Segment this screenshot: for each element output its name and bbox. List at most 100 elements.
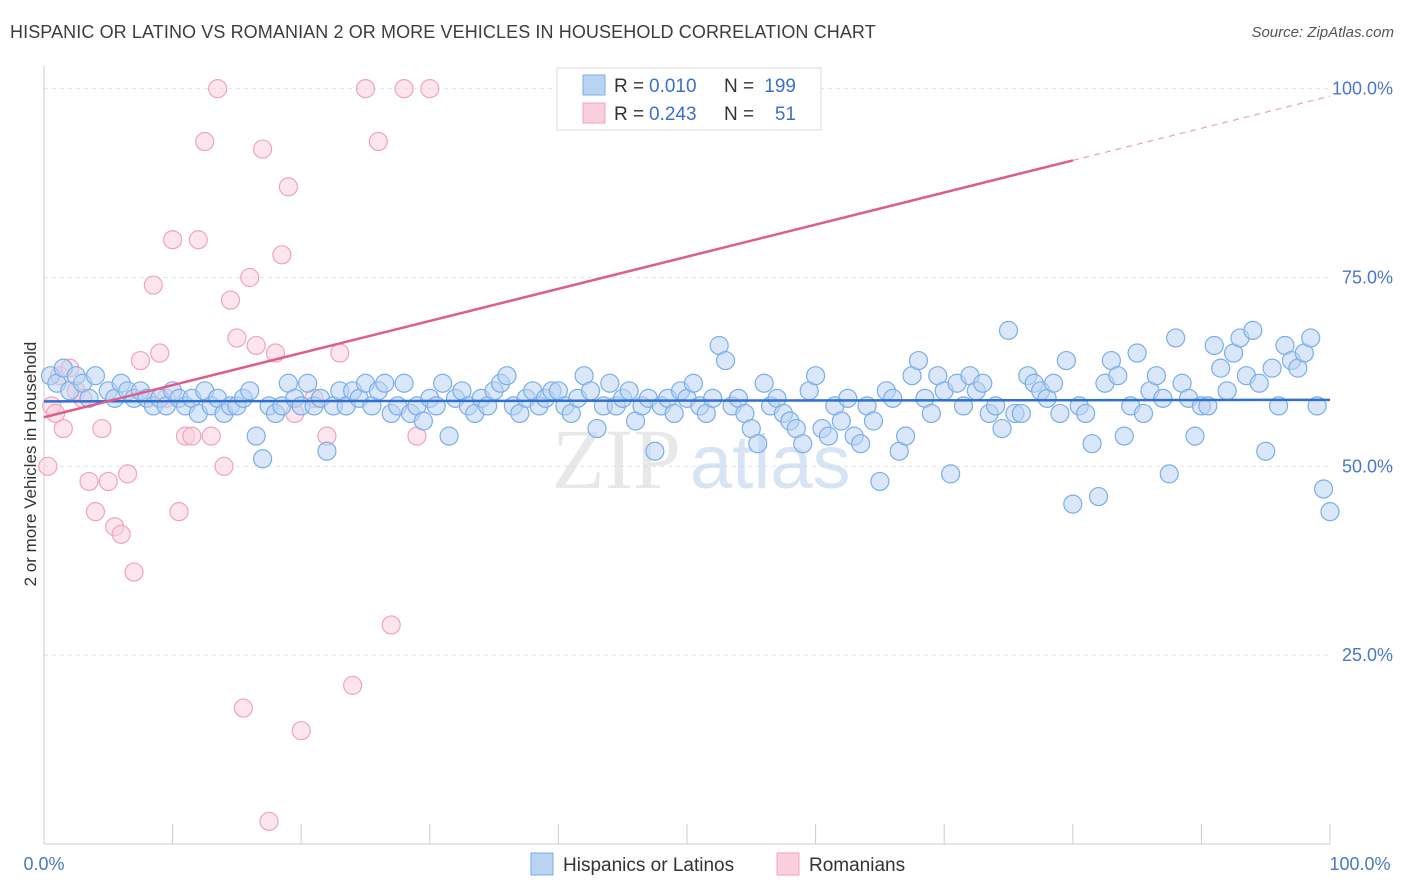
point-hispanics-54 xyxy=(394,373,414,393)
point-hispanics-155 xyxy=(1043,373,1064,393)
point-hispanics-169 xyxy=(1133,403,1154,424)
point-hispanics-32 xyxy=(253,449,273,469)
point-hispanics-157 xyxy=(1056,350,1076,371)
point-hispanics-180 xyxy=(1204,335,1224,356)
point-romanians-41 xyxy=(291,721,311,741)
point-hispanics-57 xyxy=(413,411,433,431)
point-hispanics-188 xyxy=(1256,441,1276,461)
point-romanians-10 xyxy=(92,418,112,439)
point-hispanics-189 xyxy=(1262,358,1282,378)
point-hispanics-132 xyxy=(896,426,916,446)
point-romanians-4 xyxy=(53,418,73,439)
bottom-legend-label-hispanics: Hispanics or Latinos xyxy=(563,855,734,876)
point-romanians-51 xyxy=(420,79,440,99)
point-hispanics-196 xyxy=(1307,396,1327,416)
point-hispanics-116 xyxy=(793,434,813,454)
trend-lines xyxy=(43,95,1331,419)
point-hispanics-195 xyxy=(1301,328,1321,348)
series-romanians-points xyxy=(38,79,440,831)
point-hispanics-177 xyxy=(1185,426,1205,446)
point-hispanics-104 xyxy=(715,350,736,371)
point-hispanics-187 xyxy=(1249,373,1269,393)
point-hispanics-179 xyxy=(1198,396,1218,416)
point-hispanics-93 xyxy=(645,441,665,461)
grid-lines xyxy=(44,88,1330,656)
point-hispanics-51 xyxy=(375,373,395,393)
point-hispanics-30 xyxy=(240,381,260,401)
point-romanians-22 xyxy=(169,502,189,522)
point-hispanics-127 xyxy=(863,411,884,431)
point-romanians-9 xyxy=(85,502,106,522)
y-tick-label-2: 50.0% xyxy=(1342,456,1393,476)
legend-n-label-1: N = xyxy=(724,76,754,97)
axes xyxy=(43,66,1331,845)
point-hispanics-165 xyxy=(1108,366,1128,386)
point-hispanics-139 xyxy=(941,464,961,484)
point-hispanics-7 xyxy=(85,366,106,386)
point-hispanics-173 xyxy=(1159,464,1179,484)
bottom-legend: Hispanics or Latinos Romanians xyxy=(530,852,905,876)
point-hispanics-60 xyxy=(433,373,453,393)
point-hispanics-160 xyxy=(1076,403,1096,424)
point-romanians-45 xyxy=(343,675,363,695)
y-tick-label-0: 100.0% xyxy=(1332,79,1393,99)
point-romanians-31 xyxy=(227,328,247,348)
point-hispanics-182 xyxy=(1217,381,1237,401)
legend-r-value-2: 0.243 xyxy=(649,104,697,125)
point-romanians-0 xyxy=(38,456,58,476)
point-romanians-38 xyxy=(272,245,292,265)
point-romanians-48 xyxy=(381,615,401,635)
point-romanians-29 xyxy=(214,456,234,476)
point-romanians-46 xyxy=(355,79,376,99)
y-tick-labels: 100.0% 75.0% 50.0% 25.0% xyxy=(1332,79,1393,666)
point-hispanics-181 xyxy=(1211,358,1231,378)
point-hispanics-136 xyxy=(921,403,941,424)
point-romanians-15 xyxy=(124,562,144,582)
point-romanians-28 xyxy=(208,79,228,99)
legend-box: R = 0.010 N = 199 R = 0.243 N = 51 xyxy=(556,67,822,131)
legend-r-label-1: R = xyxy=(614,76,644,97)
point-hispanics-198 xyxy=(1320,502,1340,522)
point-hispanics-31 xyxy=(246,426,266,446)
point-hispanics-174 xyxy=(1166,328,1186,348)
point-hispanics-197 xyxy=(1313,479,1334,499)
point-hispanics-147 xyxy=(992,418,1012,439)
trend-line-romanians-extension xyxy=(1072,95,1331,161)
point-romanians-16 xyxy=(130,350,151,371)
point-romanians-14 xyxy=(117,464,138,484)
point-hispanics-148 xyxy=(998,320,1019,340)
point-hispanics-109 xyxy=(748,434,768,454)
y-tick-label-1: 75.0% xyxy=(1342,267,1393,287)
point-romanians-26 xyxy=(195,131,215,152)
point-hispanics-42 xyxy=(317,441,337,461)
point-romanians-25 xyxy=(188,230,208,250)
chart-title: HISPANIC OR LATINO VS ROMANIAN 2 OR MORE… xyxy=(10,22,876,42)
point-hispanics-102 xyxy=(703,388,723,408)
point-hispanics-161 xyxy=(1082,434,1102,454)
point-hispanics-150 xyxy=(1011,403,1031,424)
point-hispanics-118 xyxy=(805,366,826,386)
point-hispanics-61 xyxy=(439,426,459,446)
point-romanians-19 xyxy=(150,343,170,363)
trend-line-hispanics xyxy=(43,398,1331,403)
point-romanians-35 xyxy=(253,139,273,159)
legend-n-value-1: 199 xyxy=(764,76,796,97)
point-hispanics-168 xyxy=(1127,343,1147,363)
point-hispanics-110 xyxy=(754,373,774,393)
point-hispanics-59 xyxy=(426,396,446,416)
point-hispanics-39 xyxy=(298,373,318,393)
point-romanians-11 xyxy=(98,471,118,492)
point-hispanics-86 xyxy=(600,373,620,393)
point-hispanics-84 xyxy=(587,418,607,439)
trend-line-romanians xyxy=(43,159,1074,419)
point-hispanics-130 xyxy=(883,388,903,408)
point-hispanics-120 xyxy=(818,426,839,446)
point-hispanics-134 xyxy=(908,350,929,371)
y-axis-label: 2 or more Vehicles in Household xyxy=(21,342,40,587)
point-hispanics-156 xyxy=(1050,403,1070,424)
bottom-legend-label-romanians: Romanians xyxy=(809,855,905,876)
point-hispanics-89 xyxy=(619,381,639,401)
chart-source: Source: ZipAtlas.com xyxy=(1251,24,1394,41)
point-hispanics-99 xyxy=(683,373,704,393)
